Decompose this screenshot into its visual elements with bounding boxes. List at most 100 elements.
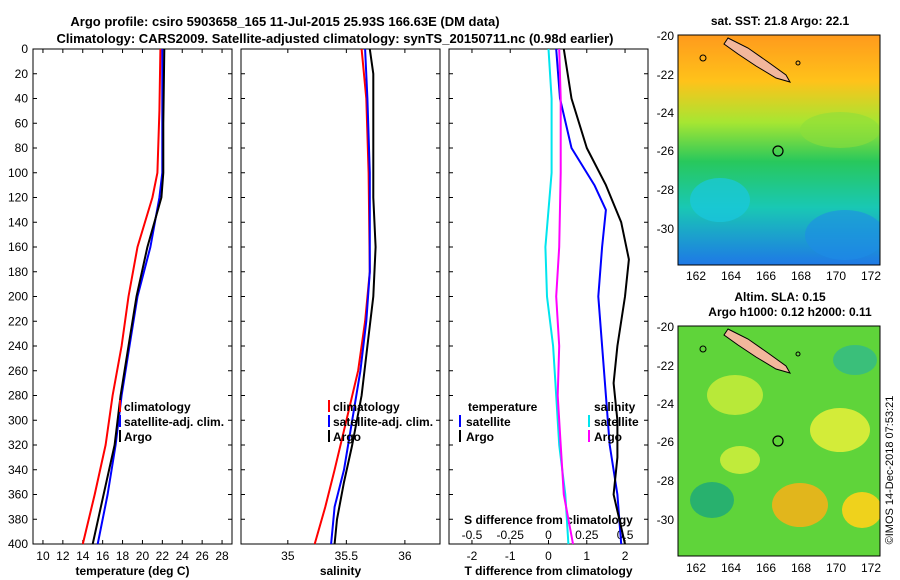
sla-high-patch [772,483,828,527]
legend-label-satellite: satellite-adj. clim. [124,415,224,429]
depth-tick-label: 300 [8,413,28,427]
sst-map-title: sat. SST: 21.8 Argo: 22.1 [711,14,850,28]
sst-map-frame [677,34,881,266]
sla-negative-patch [690,482,734,518]
differences-legend: temperature satellite Argo salinity sate… [459,400,639,444]
lon-tick-label: 166 [756,269,776,283]
series-line-argo [333,48,377,545]
lat-tick-label: -20 [657,320,675,334]
plot-frame [32,48,233,545]
sst-cold-patch [805,210,880,260]
lat-tick-label: -28 [657,183,675,197]
sla-positive-patch [720,446,760,474]
header-line1: Argo profile: csiro 5903658_165 11-Jul-2… [70,14,499,29]
secondary-axis-label: S difference from climatology [464,513,633,527]
sla-lat-labels: -20 -22 -24 -26 -28 -30 [657,320,675,527]
legend-title-temperature: temperature [468,400,538,414]
x-tick-label: 22 [156,549,170,563]
lat-tick-label: -30 [657,513,675,527]
header-line2: Climatology: CARS2009. Satellite-adjuste… [56,31,613,46]
x-tick-label: 35 [281,549,295,563]
x-tick-label: 28 [215,549,229,563]
sla-lon-labels: 162 164 166 168 170 172 [686,561,881,575]
x-tick-label: 14 [76,549,90,563]
salinity-panel: 35 35.5 36 salinity [240,48,441,578]
series-line-satellite-adj-clim- [330,48,371,545]
depth-tick-label: 340 [8,463,28,477]
sla-map-frame [677,325,881,557]
new-caledonia-island [723,328,792,374]
legend-label-sal-argo: Argo [594,430,622,444]
lon-tick-label: 164 [721,561,741,575]
secondary-tick-label: -0.5 [462,528,483,542]
legend-label-argo: Argo [333,430,361,444]
lat-tick-label: -30 [657,222,675,236]
depth-tick-label: 60 [15,116,29,130]
lon-tick-label: 168 [791,561,811,575]
argo-location-marker [772,435,784,447]
sst-lat-labels: -20 -22 -24 -26 -28 -30 [657,29,675,236]
lon-tick-label: 172 [861,561,881,575]
lat-tick-label: -22 [657,359,675,373]
lat-tick-label: -24 [657,397,675,411]
depth-tick-label: 240 [8,339,28,353]
depth-tick-label: 180 [8,265,28,279]
x-tick-label: 24 [176,549,190,563]
depth-tick-label: 0 [21,42,28,56]
depth-tick-label: 100 [8,166,28,180]
lat-tick-label: -22 [657,68,675,82]
sla-positive-patch [707,375,763,415]
legend-title-salinity: salinity [594,400,636,414]
sla-high-patch [842,492,880,528]
series-line-salinity-argo [555,48,574,545]
depth-tick-label: 200 [8,290,28,304]
lon-tick-label: 162 [686,561,706,575]
x-tick-label: 1 [583,549,590,563]
lat-tick-label: -20 [657,29,675,43]
x-tick-label: 16 [96,549,110,563]
depth-tick-label: 40 [15,92,29,106]
series-line-temperature-argo [562,48,630,545]
sla-negative-patch [833,345,877,375]
salinity-legend: climatology satellite-adj. clim. Argo [328,400,433,444]
sla-map-subtitle: Argo h1000: 0.12 h2000: 0.11 [708,305,872,319]
x-tick-label: 10 [36,549,50,563]
lon-tick-label: 166 [756,561,776,575]
x-axis-label: temperature (deg C) [75,564,189,578]
argo-location-marker [772,145,784,157]
temperature-panel: 10 12 14 16 18 20 22 24 26 28 temperature (deg C) [32,48,233,578]
plot-frame [240,48,441,545]
legend-label-temp-satellite: satellite [466,415,511,429]
x-tick-label: 18 [116,549,130,563]
lon-tick-label: 164 [721,269,741,283]
depth-tick-label: 160 [8,240,28,254]
small-island [795,351,801,357]
legend-label-satellite: satellite-adj. clim. [333,415,433,429]
lat-tick-label: -26 [657,435,675,449]
legend-label-argo: Argo [124,430,152,444]
depth-tick-label: 280 [8,389,28,403]
series-line-climatology [313,48,371,545]
lon-tick-label: 170 [826,561,846,575]
series-line-satellite-adj-clim- [96,49,164,545]
plot-frame [448,48,649,545]
depth-tick-label: 140 [8,215,28,229]
imos-watermark: ©IMOS 14-Dec-2018 07:53:21 [884,396,896,545]
secondary-tick-label: -0.25 [497,528,525,542]
lon-tick-label: 168 [791,269,811,283]
series-line-argo [91,48,166,545]
small-island [795,60,801,66]
lon-tick-label: 162 [686,269,706,283]
sla-positive-patch [810,408,870,452]
depth-tick-label: 360 [8,488,28,502]
depth-tick-label: 260 [8,364,28,378]
lon-tick-label: 170 [826,269,846,283]
x-axis-label: T difference from climatology [464,564,632,578]
legend-label-sal-satellite: satellite [594,415,639,429]
lat-tick-label: -24 [657,106,675,120]
sst-lon-labels: 162 164 166 168 170 172 [686,269,881,283]
x-tick-label: -2 [467,549,478,563]
depth-tick-label: 400 [8,537,28,551]
secondary-tick-label: 0.25 [575,528,599,542]
